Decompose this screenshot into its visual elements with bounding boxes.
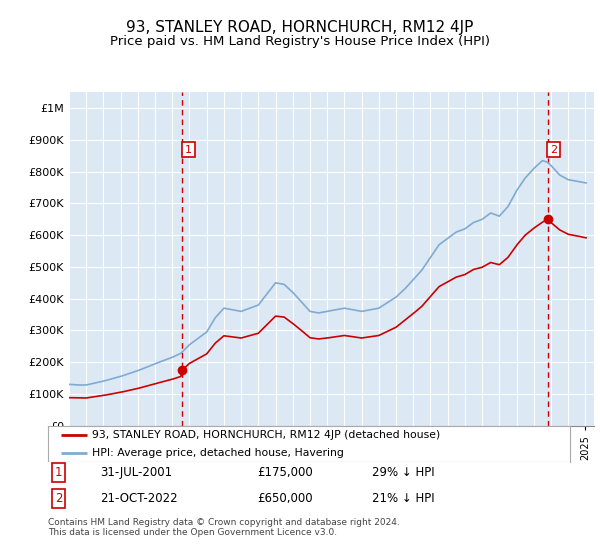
Text: £175,000: £175,000 (257, 466, 313, 479)
Text: 93, STANLEY ROAD, HORNCHURCH, RM12 4JP (detached house): 93, STANLEY ROAD, HORNCHURCH, RM12 4JP (… (92, 431, 440, 440)
Text: 1: 1 (55, 466, 62, 479)
Text: 1: 1 (185, 144, 192, 155)
Text: Price paid vs. HM Land Registry's House Price Index (HPI): Price paid vs. HM Land Registry's House … (110, 35, 490, 48)
Text: 2: 2 (55, 492, 62, 505)
Text: 31-JUL-2001: 31-JUL-2001 (100, 466, 172, 479)
Text: Contains HM Land Registry data © Crown copyright and database right 2024.
This d: Contains HM Land Registry data © Crown c… (48, 518, 400, 538)
Text: £650,000: £650,000 (257, 492, 313, 505)
Text: 21-OCT-2022: 21-OCT-2022 (100, 492, 178, 505)
Text: 29% ↓ HPI: 29% ↓ HPI (371, 466, 434, 479)
Text: 21% ↓ HPI: 21% ↓ HPI (371, 492, 434, 505)
Text: HPI: Average price, detached house, Havering: HPI: Average price, detached house, Have… (92, 448, 344, 458)
Text: 2: 2 (550, 144, 557, 155)
Text: 93, STANLEY ROAD, HORNCHURCH, RM12 4JP: 93, STANLEY ROAD, HORNCHURCH, RM12 4JP (127, 20, 473, 35)
